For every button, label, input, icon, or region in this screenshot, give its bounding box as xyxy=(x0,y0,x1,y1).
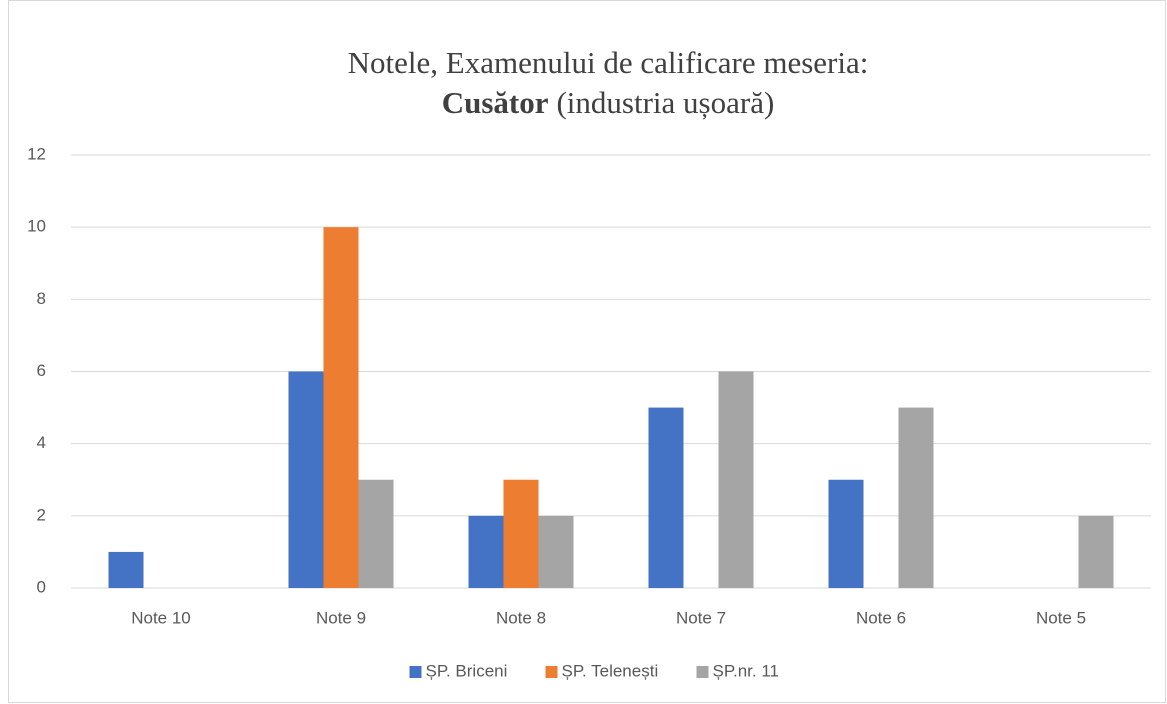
x-tick-label: Note 5 xyxy=(1036,608,1086,627)
legend-label: ȘP.nr. 11 xyxy=(713,661,779,680)
bar xyxy=(323,227,359,588)
bar xyxy=(538,515,574,588)
legend-swatch xyxy=(409,666,422,678)
x-tick-label: Note 9 xyxy=(316,608,366,627)
chart-border xyxy=(8,0,1166,703)
y-tick-label: 10 xyxy=(27,217,46,236)
legend-swatch xyxy=(696,666,709,678)
legend-swatch xyxy=(545,666,558,678)
x-tick-label: Note 10 xyxy=(131,608,191,627)
legend-label: ȘP. Telenești xyxy=(562,661,659,680)
bar xyxy=(1078,515,1114,588)
bar xyxy=(828,479,864,588)
bar xyxy=(358,479,394,588)
bar xyxy=(898,407,934,588)
x-tick-label: Note 6 xyxy=(856,608,906,627)
x-tick-label: Note 7 xyxy=(676,608,726,627)
y-tick-label: 2 xyxy=(37,505,46,524)
title-normal: (industria ușoară) xyxy=(556,85,774,120)
chart-title: Notele, Examenului de calificare meseria… xyxy=(348,45,869,80)
legend-label: ȘP. Briceni xyxy=(426,661,508,680)
y-tick-label: 12 xyxy=(27,144,46,163)
chart-title-line2: Cusător (industria ușoară) xyxy=(442,85,775,120)
y-tick-label: 6 xyxy=(37,361,46,380)
y-tick-label: 4 xyxy=(37,433,46,452)
bar xyxy=(718,371,754,588)
title-bold: Cusător xyxy=(442,85,549,120)
bar xyxy=(288,371,324,588)
y-tick-label: 8 xyxy=(37,289,46,308)
x-tick-label: Note 8 xyxy=(496,608,546,627)
bar xyxy=(648,407,684,588)
bar xyxy=(108,551,144,588)
bar xyxy=(468,515,504,588)
y-tick-label: 0 xyxy=(37,577,46,596)
bar xyxy=(503,479,539,588)
